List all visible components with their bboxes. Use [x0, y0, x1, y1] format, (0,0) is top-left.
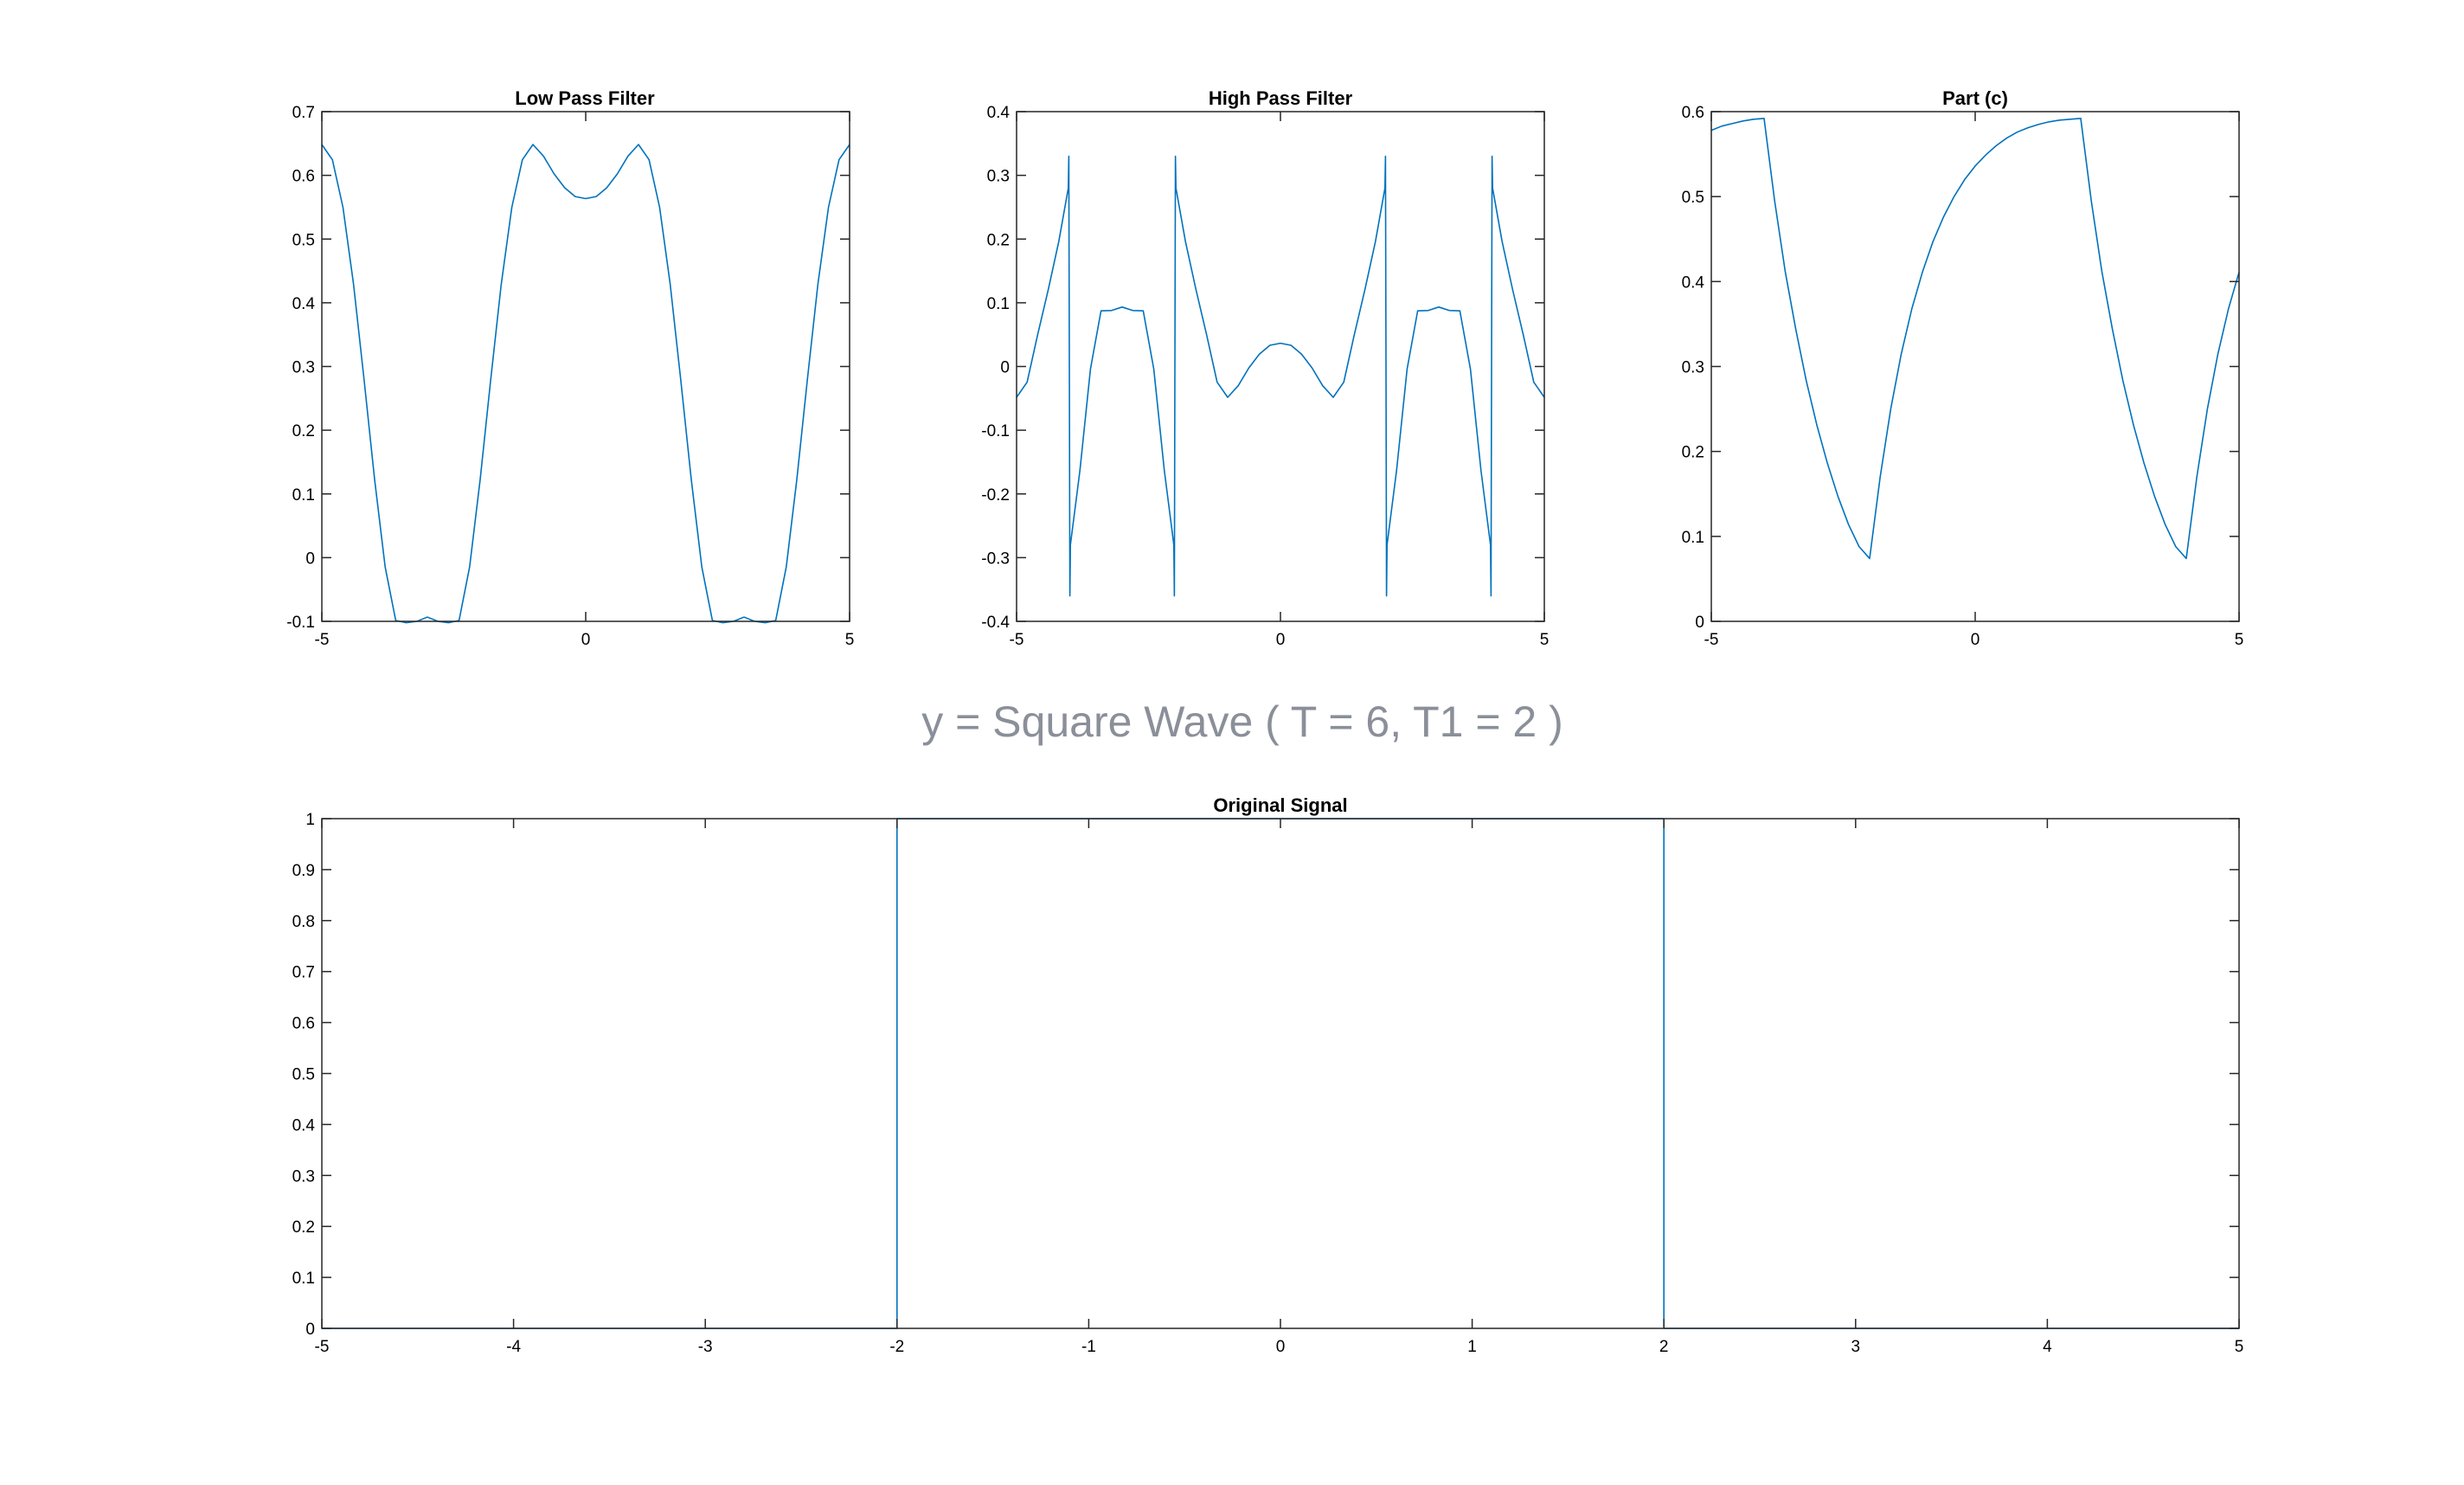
- low-pass-ytick-label: 0: [305, 550, 315, 568]
- original-signal-axes: Original Signal -5 -4 -3 -2 -1 0 1 2 3 4 5 0 0.1 0.2 0…: [292, 794, 2244, 1356]
- high-pass-ytick-label: -0.1: [981, 422, 1010, 440]
- low-pass-ytick-label: 0.7: [292, 104, 315, 122]
- original-ytick-label: 0.3: [292, 1167, 315, 1186]
- high-pass-ytick-label: -0.2: [981, 486, 1010, 505]
- high-pass-ytick-label: 0.4: [987, 104, 1011, 122]
- original-ytick-label: 1: [305, 811, 315, 829]
- original-xtick-label: -2: [889, 1338, 904, 1356]
- original-xtick-label: 4: [2043, 1338, 2052, 1356]
- original-xtick-label: 0: [1276, 1338, 1286, 1356]
- low-pass-ytick-label: 0.6: [292, 168, 315, 186]
- figure-title: y = Square Wave ( T = 6, T1 = 2 ): [921, 698, 1563, 746]
- original-ytick-label: 0.4: [292, 1116, 316, 1135]
- high-pass-ytick-label: 0.3: [987, 168, 1010, 186]
- low-pass-xtick-label: 5: [845, 631, 855, 649]
- part-c-series-line-0: [1710, 118, 2240, 560]
- low-pass-filter-axes: Low Pass Filter -5 0 5 -0.1 0 0.1 0.2 0.3 0.4 0.5…: [286, 87, 854, 649]
- original-xtick-label: -4: [506, 1338, 521, 1356]
- original-xtick-label: 1: [1467, 1338, 1477, 1356]
- original-ytick-label: 0.2: [292, 1218, 315, 1237]
- high-pass-ytick-label: -0.3: [981, 550, 1010, 568]
- high-pass-xtick-label: 5: [1540, 631, 1550, 649]
- original-xtick-label: -3: [698, 1338, 713, 1356]
- part-c-ytick-label: 0.4: [1682, 273, 1705, 292]
- low-pass-xtick-label: -5: [315, 631, 330, 649]
- low-pass-ytick-label: 0.1: [292, 486, 315, 505]
- part-c-xtick-label: 5: [2235, 631, 2244, 649]
- low-pass-series-line-0: [321, 144, 850, 624]
- original-signal-title: Original Signal: [1213, 794, 1347, 816]
- high-pass-filter-axes: High Pass Filter -5 0 5 -0.4 -0.3 -0.2 -0.1 0 0.…: [981, 87, 1549, 649]
- low-pass-filter-title: Low Pass Filter: [515, 87, 655, 109]
- part-c-ytick-label: 0.2: [1682, 444, 1704, 462]
- high-pass-filter-title: High Pass Filter: [1209, 87, 1353, 109]
- low-pass-ytick-label: 0.3: [292, 359, 315, 377]
- high-pass-xtick-label: -5: [1010, 631, 1024, 649]
- part-c-ytick-label: 0.3: [1682, 359, 1704, 377]
- low-pass-ytick-label: 0.2: [292, 422, 315, 440]
- original-ytick-label: 0.9: [292, 862, 315, 880]
- part-c-xtick-label: 0: [1971, 631, 1980, 649]
- original-xtick-label: 3: [1851, 1338, 1861, 1356]
- original-xtick-label: -5: [315, 1338, 330, 1356]
- part-c-xtick-label: -5: [1704, 631, 1719, 649]
- original-xtick-label: -1: [1081, 1338, 1096, 1356]
- high-pass-ytick-label: -0.4: [981, 614, 1010, 632]
- original-xtick-label: 2: [1659, 1338, 1669, 1356]
- low-pass-ytick-label: 0.4: [292, 295, 316, 313]
- high-pass-ytick-label: 0.2: [987, 231, 1010, 249]
- original-ytick-label: 0.5: [292, 1066, 315, 1084]
- high-pass-ytick-label: 0.1: [987, 295, 1010, 313]
- part-c-ytick-label: 0.1: [1682, 529, 1704, 547]
- high-pass-xtick-label: 0: [1276, 631, 1286, 649]
- part-c-ytick-label: 0.5: [1682, 189, 1704, 207]
- part-c-ytick-label: 0.6: [1682, 104, 1704, 122]
- original-ytick-label: 0.6: [292, 1015, 315, 1033]
- high-pass-ytick-label: 0: [1000, 359, 1010, 377]
- part-c-axes: Part (c) -5 0 500.10.20.30.40.50.6: [1682, 87, 2244, 649]
- original-xtick-label: 5: [2235, 1338, 2244, 1356]
- high-pass-series-line-0: [1016, 155, 1545, 597]
- original-ytick-label: 0.7: [292, 964, 315, 982]
- part-c-ytick-label: 0: [1695, 614, 1704, 632]
- original-ytick-label: 0.8: [292, 913, 315, 931]
- original-ytick-label: 0.1: [292, 1270, 315, 1288]
- low-pass-xtick-label: 0: [581, 631, 591, 649]
- part-c-title: Part (c): [1942, 87, 2008, 109]
- low-pass-ytick-label: -0.1: [286, 614, 315, 632]
- low-pass-ytick-label: 0.5: [292, 231, 315, 249]
- original-ytick-label: 0: [305, 1321, 315, 1339]
